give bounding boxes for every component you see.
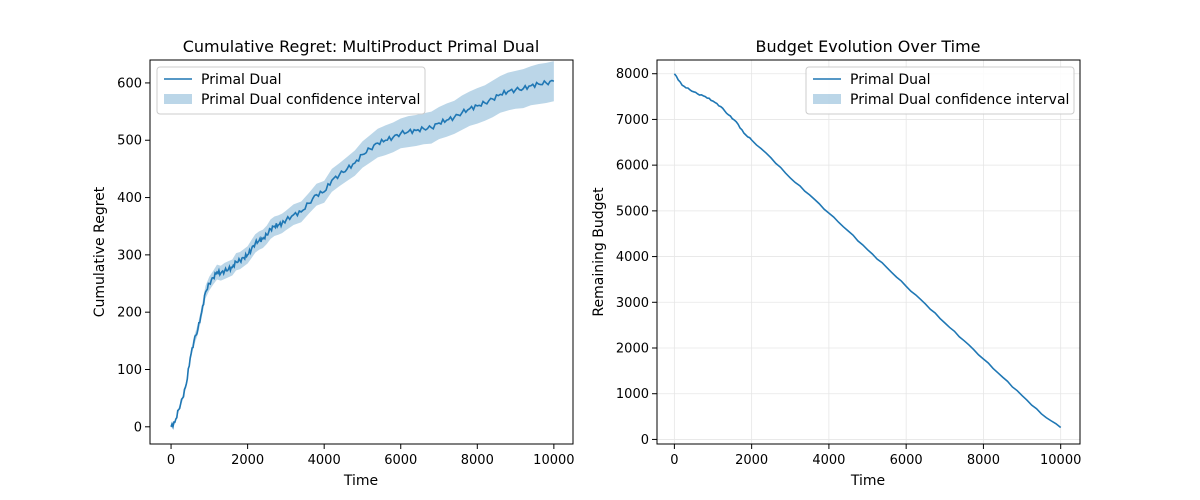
regret-x-axis-label: Time xyxy=(343,473,378,489)
y-tick-label: 500 xyxy=(117,134,142,149)
x-tick-label: 4000 xyxy=(812,453,845,468)
y-tick-label: 100 xyxy=(117,363,142,378)
y-tick-label: 300 xyxy=(117,248,142,263)
budget-series-line xyxy=(673,73,1062,429)
x-tick-label: 6000 xyxy=(890,453,923,468)
x-tick-label: 8000 xyxy=(967,453,1000,468)
x-tick-label: 0 xyxy=(167,453,175,468)
budget-plot-frame xyxy=(656,59,1081,445)
y-tick-label: 6000 xyxy=(616,159,649,174)
regret-legend-box xyxy=(156,66,426,115)
y-tick-label: 1000 xyxy=(616,387,649,402)
budget-legend-label-series: Primal Dual xyxy=(850,72,931,88)
regret-y-axis-label: Cumulative Regret xyxy=(92,186,108,317)
regret-y-axis: 0 100 200 300 400 500 600 xyxy=(117,76,150,435)
x-tick-label: 2000 xyxy=(735,453,768,468)
regret-legend-band-swatch xyxy=(164,94,192,104)
regret-chart: Cumulative Regret: MultiProduct Primal D… xyxy=(92,37,575,489)
regret-series-line xyxy=(170,79,555,430)
regret-x-axis: 0 2000 4000 6000 8000 10000 xyxy=(167,444,575,468)
y-tick-label: 400 xyxy=(117,191,142,206)
y-tick-label: 7000 xyxy=(616,113,649,128)
y-tick-label: 2000 xyxy=(616,342,649,357)
x-tick-label: 10000 xyxy=(533,453,574,468)
y-tick-label: 200 xyxy=(117,306,142,321)
x-tick-label: 10000 xyxy=(1040,453,1081,468)
regret-chart-title: Cumulative Regret: MultiProduct Primal D… xyxy=(183,37,540,56)
y-tick-label: 5000 xyxy=(616,204,649,219)
budget-y-axis: 0 1000 2000 3000 4000 5000 6000 7000 8000 xyxy=(616,67,657,448)
regret-legend-label-interval: Primal Dual confidence interval xyxy=(201,92,420,108)
regret-confidence-band xyxy=(171,61,554,428)
y-tick-label: 0 xyxy=(134,420,142,435)
budget-x-axis-label: Time xyxy=(850,473,885,489)
y-tick-label: 8000 xyxy=(616,67,649,82)
budget-y-axis-label: Remaining Budget xyxy=(591,187,607,317)
y-tick-label: 0 xyxy=(641,433,649,448)
budget-legend: Primal Dual Primal Dual confidence inter… xyxy=(805,66,1075,115)
x-tick-label: 8000 xyxy=(461,453,494,468)
regret-legend: Primal Dual Primal Dual confidence inter… xyxy=(156,66,426,115)
x-tick-label: 2000 xyxy=(231,453,264,468)
budget-chart: Budget Evolution Over Time 0 2000 4000 6000… xyxy=(591,37,1081,489)
y-tick-label: 4000 xyxy=(616,250,649,265)
x-tick-label: 4000 xyxy=(308,453,341,468)
regret-legend-label-series: Primal Dual xyxy=(201,72,282,88)
budget-chart-title: Budget Evolution Over Time xyxy=(755,37,980,56)
regret-plot-frame xyxy=(149,59,574,445)
budget-legend-label-interval: Primal Dual confidence interval xyxy=(850,92,1069,108)
budget-legend-band-swatch xyxy=(813,94,841,104)
y-tick-label: 600 xyxy=(117,76,142,91)
x-tick-label: 6000 xyxy=(384,453,417,468)
y-tick-label: 3000 xyxy=(616,296,649,311)
budget-legend-box xyxy=(805,66,1075,115)
budget-grid xyxy=(657,60,1080,444)
x-tick-label: 0 xyxy=(670,453,678,468)
budget-x-axis: 0 2000 4000 6000 8000 10000 xyxy=(670,444,1081,468)
